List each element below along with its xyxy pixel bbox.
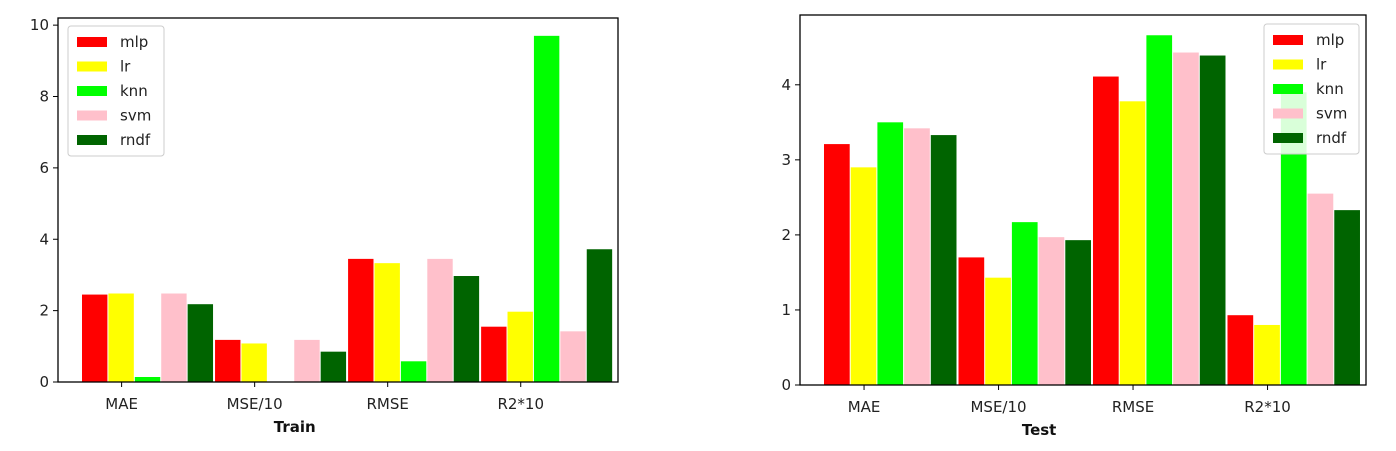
train-plot-frame <box>57 17 619 383</box>
train-ytick-label-2: 4 <box>39 230 49 248</box>
train-xtick-label-1: MSE/10 <box>227 395 283 413</box>
test-bar-svm-3 <box>1307 193 1334 385</box>
train-ytick-label-0: 0 <box>39 373 49 391</box>
train-legend-swatch-rndf <box>77 135 107 145</box>
test-bar-rndf-2 <box>1199 55 1226 385</box>
train-legend-label-rndf: rndf <box>120 131 151 149</box>
train-xtick-label-0: MAE <box>105 395 138 413</box>
train-ytick-label-4: 8 <box>39 88 49 106</box>
train-legend-swatch-svm <box>77 110 107 121</box>
train-bar-rndf-1 <box>320 351 347 382</box>
test-bar-knn-2 <box>1146 35 1173 385</box>
train-bar-svm-2 <box>427 258 453 382</box>
train-bar-knn-0 <box>134 377 161 382</box>
test-plot-frame <box>799 14 1367 386</box>
train-bar-svm-3 <box>560 331 586 382</box>
test-bar-mlp-2 <box>1092 76 1119 385</box>
test-xtick-label-1: MSE/10 <box>970 398 1026 416</box>
train-xtick-label-3: R2*10 <box>497 395 544 413</box>
test-ytick-label-1: 1 <box>781 301 791 319</box>
test-bar-mlp-1 <box>958 257 985 385</box>
test-legend-swatch-rndf <box>1273 133 1303 143</box>
train-xtick-label-2: RMSE <box>367 395 409 413</box>
test-bar-svm-2 <box>1173 52 1199 385</box>
train-bar-lr-1 <box>241 343 267 382</box>
train-legend-swatch-knn <box>77 86 107 96</box>
train-bar-rndf-2 <box>453 276 480 382</box>
train-bar-knn-2 <box>400 361 427 382</box>
test-x-axis-title: Test <box>1022 421 1057 439</box>
train-bar-rndf-0 <box>187 304 214 382</box>
test-legend-label-lr: lr <box>1316 56 1327 74</box>
train-bar-mlp-0 <box>82 294 108 382</box>
test-bar-mlp-0 <box>824 144 850 385</box>
train-legend-swatch-lr <box>77 61 107 72</box>
train-legend-swatch-mlp <box>77 37 107 47</box>
test-legend-label-mlp: mlp <box>1316 31 1344 49</box>
train-bar-lr-0 <box>108 293 134 382</box>
test-ytick-label-4: 4 <box>781 76 791 94</box>
train-bar-lr-2 <box>374 263 400 382</box>
train-bar-knn-3 <box>533 35 560 383</box>
train-bar-svm-1 <box>294 339 320 382</box>
train-legend-box <box>67 25 165 157</box>
train-bar-lr-3 <box>507 311 533 382</box>
test-bar-lr-3 <box>1254 324 1280 385</box>
train-legend: mlp lr knn svm rndf <box>67 25 165 157</box>
test-bar-rndf-1 <box>1065 240 1091 385</box>
test-legend-swatch-lr <box>1273 59 1303 70</box>
test-bar-knn-1 <box>1011 222 1038 385</box>
train-ytick-label-3: 6 <box>39 159 49 177</box>
train-ytick-label-1: 2 <box>39 302 49 320</box>
test-bar-rndf-0 <box>930 135 957 385</box>
train-bar-mlp-2 <box>348 258 374 382</box>
test-chart: 0 1 2 3 4 MAE MSE/10 RMSE R2*10 Test mlp lr knn svm rn… <box>781 14 1367 439</box>
train-bar-mlp-3 <box>481 326 507 382</box>
train-legend-label-mlp: mlp <box>120 33 148 51</box>
test-xtick-label-3: R2*10 <box>1244 398 1291 416</box>
test-legend-label-svm: svm <box>1316 105 1347 123</box>
train-bar-svm-0 <box>161 293 187 382</box>
test-legend-box <box>1263 23 1360 155</box>
test-bar-rndf-3 <box>1334 210 1360 385</box>
test-legend: mlp lr knn svm rndf <box>1263 23 1360 155</box>
test-xtick-label-2: RMSE <box>1112 398 1154 416</box>
test-xtick-label-0: MAE <box>848 398 881 416</box>
test-legend-label-rndf: rndf <box>1316 129 1347 147</box>
test-bar-lr-0 <box>850 167 877 385</box>
test-legend-swatch-svm <box>1273 108 1303 119</box>
test-ytick-label-3: 3 <box>781 151 791 169</box>
test-legend-swatch-mlp <box>1273 35 1303 45</box>
test-legend-label-knn: knn <box>1316 80 1344 98</box>
test-bar-mlp-3 <box>1227 315 1254 385</box>
train-chart: 0 2 4 6 8 10 MAE MSE/10 RMSE R2*10 Train mlp lr knn sv… <box>30 16 619 436</box>
test-bar-svm-1 <box>1038 237 1065 385</box>
test-bar-svm-0 <box>904 128 930 385</box>
test-ytick-label-2: 2 <box>781 226 791 244</box>
train-legend-label-lr: lr <box>120 58 131 76</box>
test-ytick-label-0: 0 <box>781 376 791 394</box>
train-legend-label-svm: svm <box>120 107 151 125</box>
train-legend-label-knn: knn <box>120 82 148 100</box>
test-bar-lr-1 <box>985 277 1011 385</box>
train-bar-rndf-3 <box>586 249 613 382</box>
test-legend-swatch-knn <box>1273 84 1303 94</box>
train-x-axis-title: Train <box>274 418 316 436</box>
test-bar-knn-0 <box>877 122 904 385</box>
train-ytick-label-5: 10 <box>30 16 49 34</box>
train-bar-mlp-1 <box>215 339 241 382</box>
test-bar-lr-2 <box>1119 101 1146 385</box>
